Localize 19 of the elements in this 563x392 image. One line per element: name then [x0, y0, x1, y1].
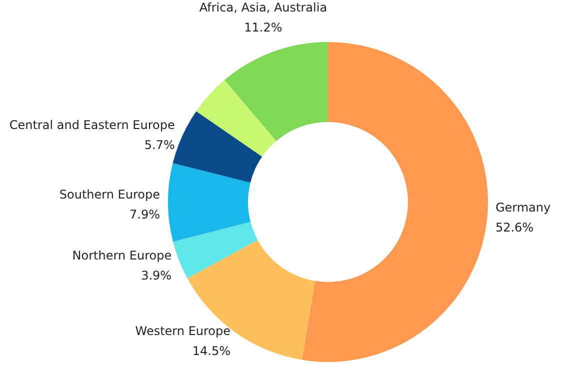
donut-slice — [196, 80, 276, 157]
slice-label: Western Europe — [135, 324, 231, 338]
donut-slice — [302, 42, 488, 362]
data-label: 14.5% — [192, 344, 231, 358]
slice-label: Germany — [495, 200, 551, 215]
donut-slice — [224, 42, 328, 142]
slice-label: Africa, Asia, Australia — [199, 0, 328, 15]
slice-label: Central and Eastern Europe — [9, 118, 175, 132]
donut-slice — [173, 222, 258, 278]
slice-label: Northern Europe — [72, 248, 172, 262]
data-label: 52.6% — [495, 220, 534, 235]
data-label: 11.2% — [244, 20, 282, 35]
donut-slice — [187, 240, 315, 360]
slice-label: Southern Europe — [59, 188, 160, 202]
data-label: 5.7% — [144, 138, 175, 152]
donut-slice — [172, 111, 262, 183]
data-label: 3.9% — [141, 268, 172, 282]
data-label: 7.9% — [130, 208, 160, 222]
donut-slice — [168, 163, 251, 242]
